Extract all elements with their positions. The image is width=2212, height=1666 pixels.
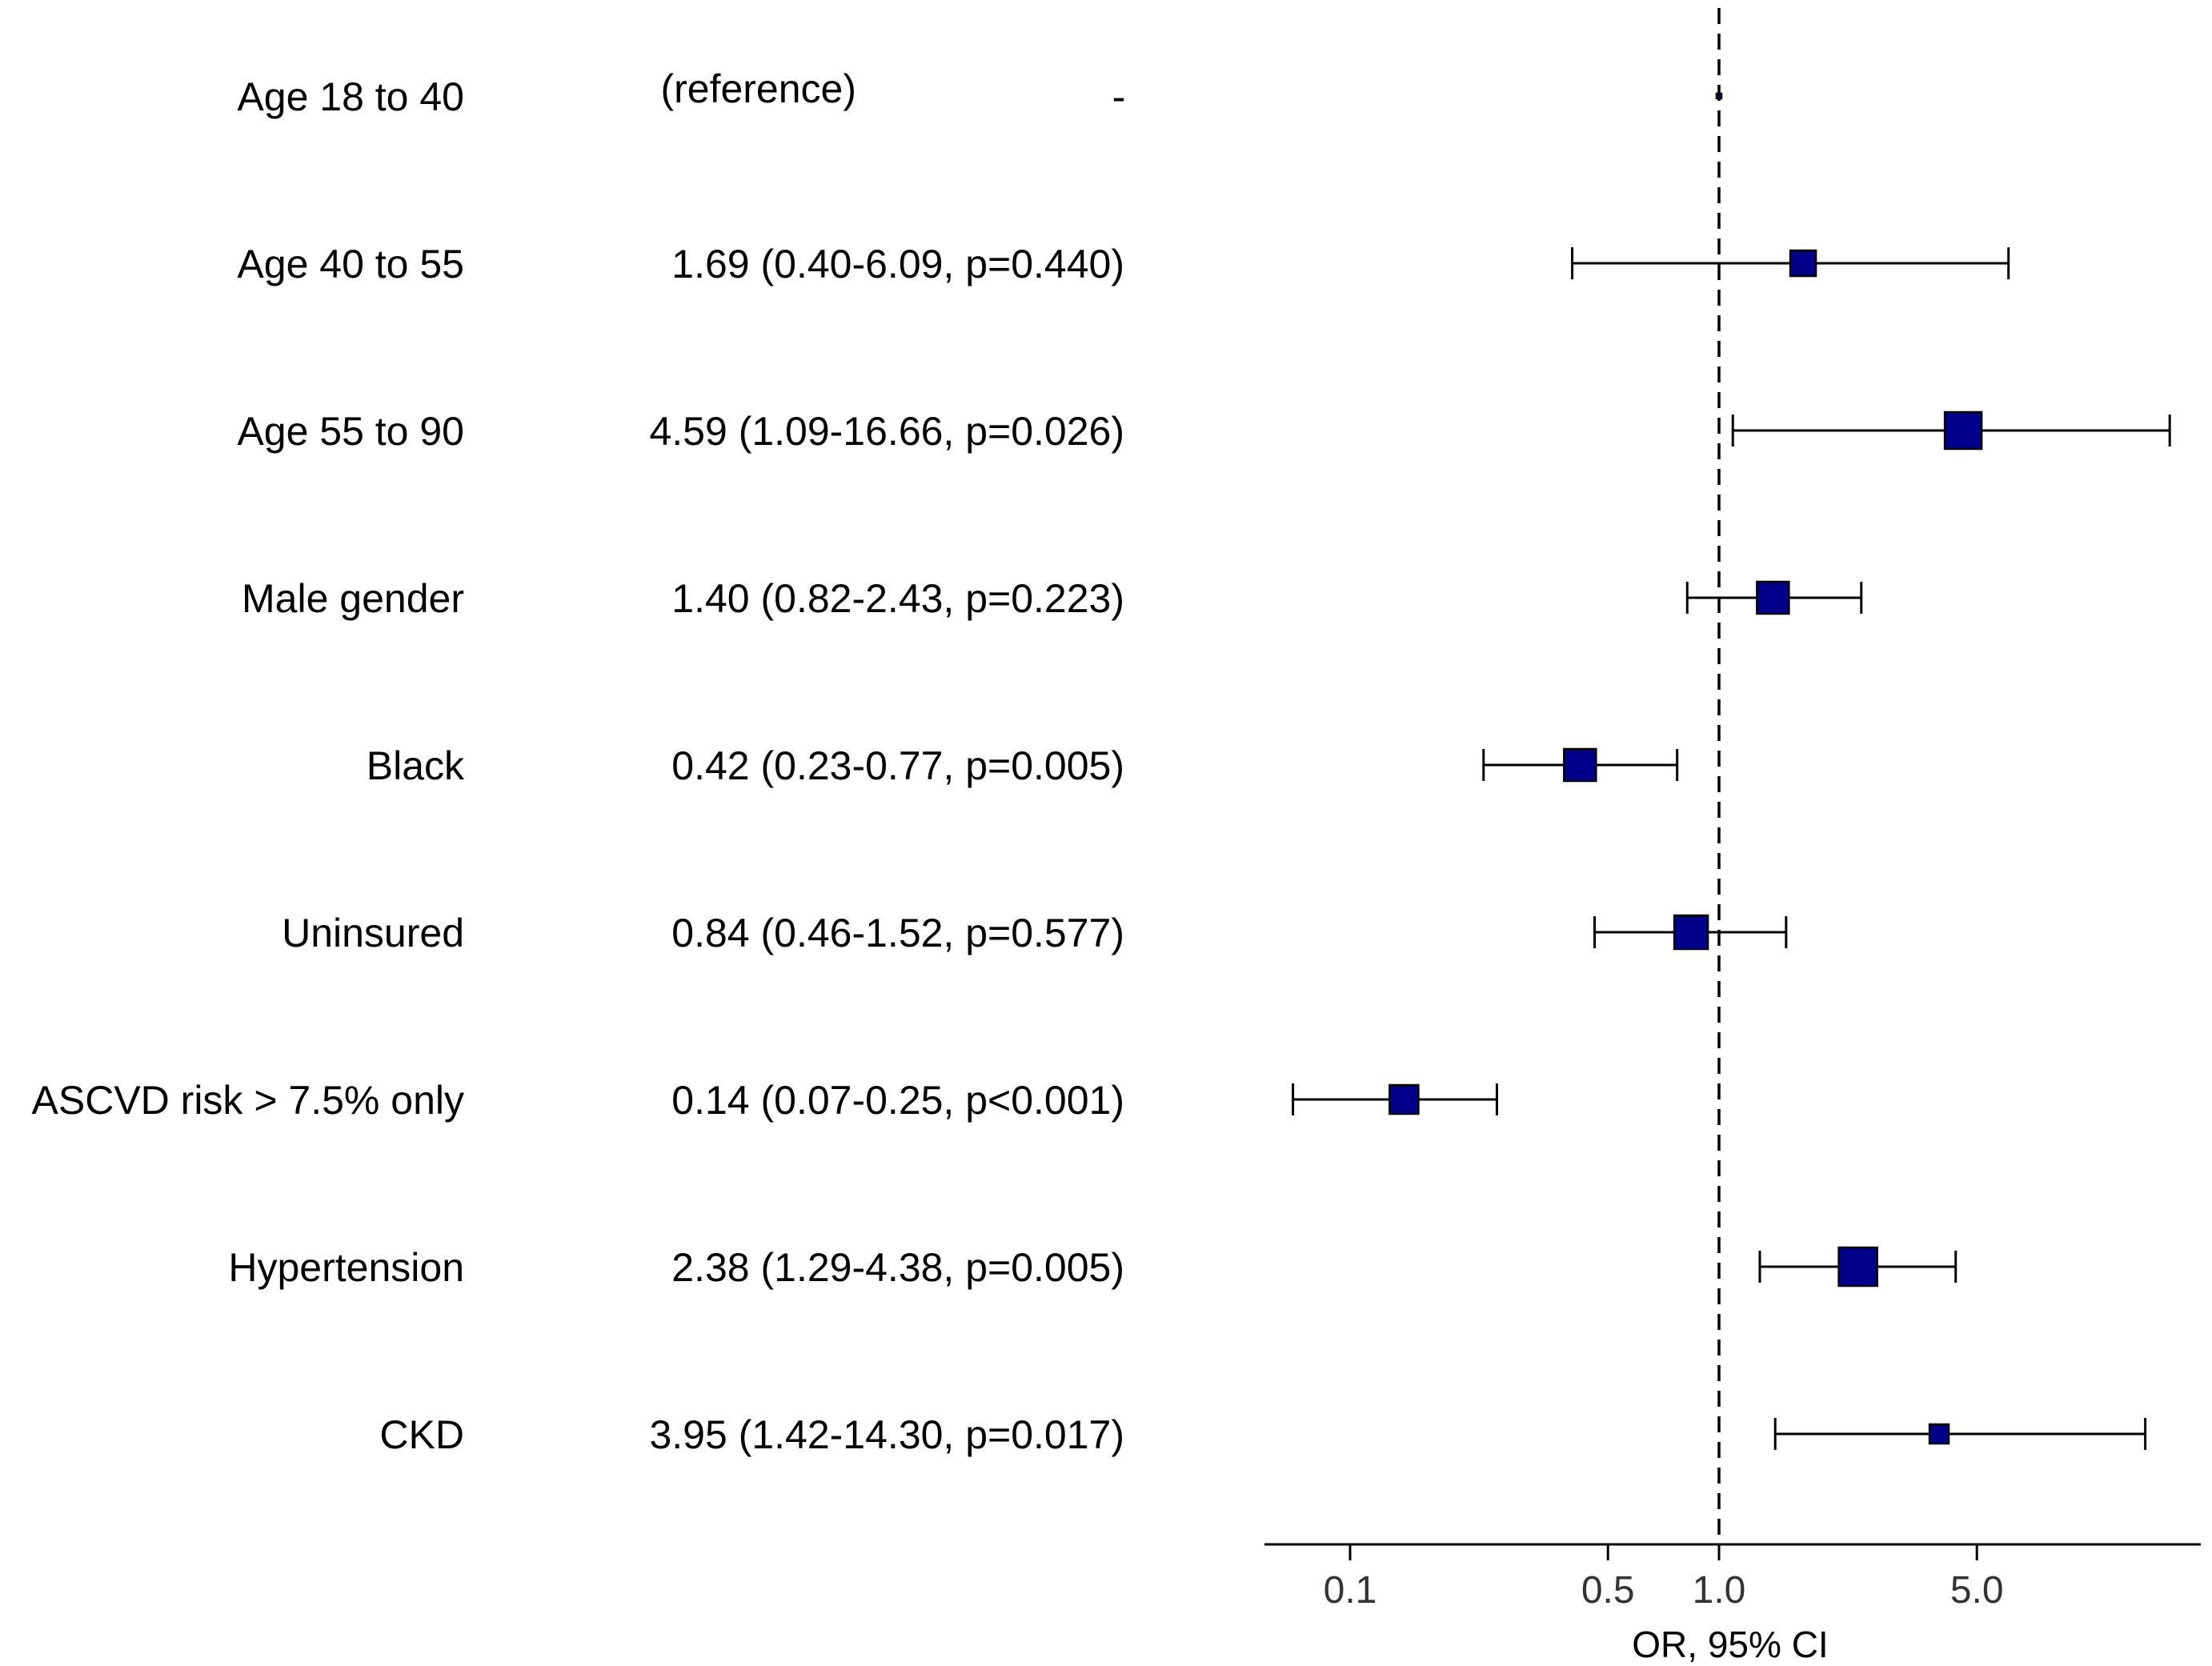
row-labels: Age 18 to 40 Age 40 to 55 Age 55 to 90 Male… — [32, 74, 465, 1457]
row-label: Uninsured — [282, 911, 464, 955]
row-label: Age 18 to 40 — [237, 74, 464, 119]
point-estimate-marker — [1715, 92, 1723, 100]
row-label: Age 55 to 90 — [237, 409, 464, 454]
row-label: Black — [367, 743, 465, 788]
point-estimate-marker — [1389, 1083, 1420, 1115]
point-estimate-marker — [1928, 1423, 1950, 1445]
point-estimates — [1389, 92, 1983, 1445]
row-estimate: 0.42 (0.23-0.77, p=0.005) — [671, 743, 1124, 788]
row-estimate: 3.95 (1.42-14.30, p=0.017) — [649, 1412, 1124, 1457]
confidence-intervals — [1292, 247, 2171, 1450]
row-estimate: 1.69 (0.40-6.09, p=0.440) — [671, 242, 1124, 286]
point-estimate-marker — [1837, 1246, 1878, 1288]
row-label: Age 40 to 55 — [237, 242, 464, 286]
row-estimate: 0.84 (0.46-1.52, p=0.577) — [671, 911, 1124, 955]
x-tick-label: 0.5 — [1581, 1569, 1635, 1612]
point-estimate-marker — [1943, 410, 1983, 451]
point-estimate-marker — [1756, 580, 1790, 615]
row-label: Male gender — [242, 576, 464, 621]
row-estimate: 0.14 (0.07-0.25, p<0.001) — [671, 1078, 1124, 1123]
row-estimates: (reference) - 1.69 (0.40-6.09, p=0.440) 4.5… — [649, 66, 1125, 1457]
row-label: ASCVD risk > 7.5% only — [32, 1078, 464, 1123]
row-label: CKD — [379, 1412, 464, 1457]
row-estimate: 4.59 (1.09-16.66, p=0.026) — [649, 409, 1124, 454]
row-label: Hypertension — [228, 1245, 464, 1290]
x-axis-ticks: 0.1 0.5 1.0 5.0 — [1324, 1544, 2004, 1612]
point-estimate-marker — [1563, 747, 1597, 783]
row-estimate: 1.40 (0.82-2.43, p=0.223) — [671, 576, 1124, 621]
row-estimate: (reference) — [660, 66, 856, 111]
reference-dash: - — [1112, 74, 1126, 119]
x-tick-label: 1.0 — [1693, 1569, 1746, 1612]
point-estimate-marker — [1673, 914, 1709, 951]
row-estimate: 2.38 (1.29-4.38, p=0.005) — [671, 1245, 1124, 1290]
x-tick-label: 5.0 — [1950, 1569, 2004, 1612]
x-axis-title: OR, 95% CI — [1632, 1624, 1828, 1665]
point-estimate-marker — [1789, 249, 1817, 278]
x-tick-label: 0.1 — [1324, 1569, 1377, 1612]
